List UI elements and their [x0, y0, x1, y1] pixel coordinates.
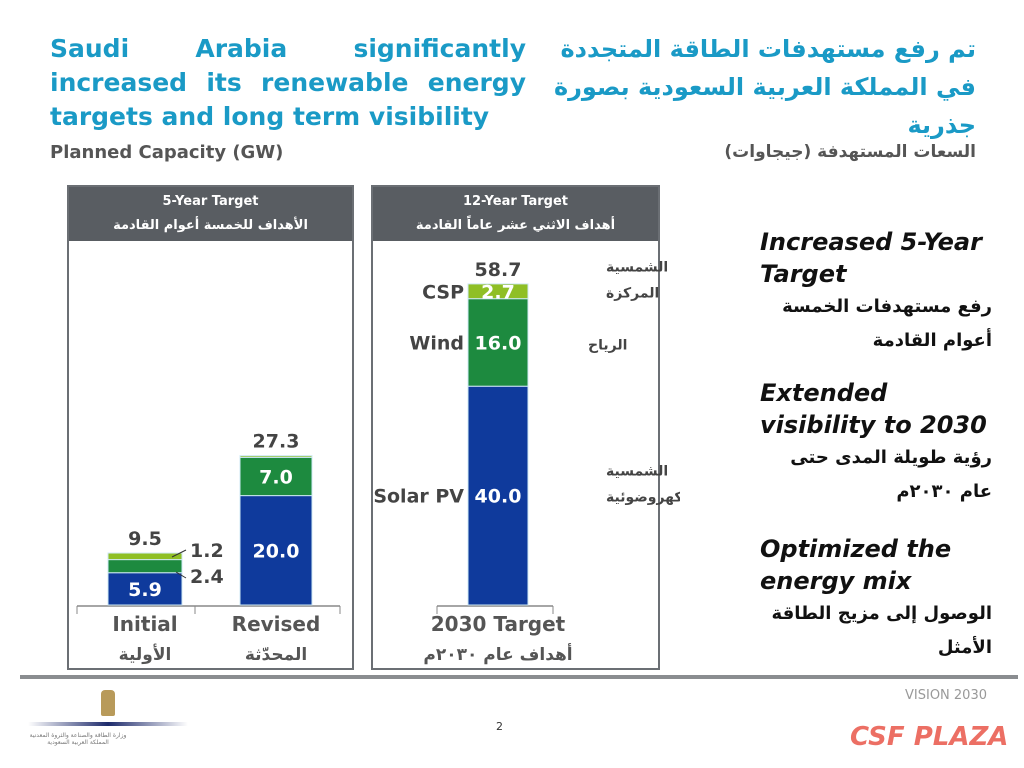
category-label: Revised	[232, 612, 321, 636]
ministry-logo: وزارة الطاقة والصناعة والثروة المعدنية ا…	[28, 690, 188, 746]
twelve-year-panel: 12-Year Target أهداف الاثني عشر عاماً ال…	[371, 185, 660, 670]
five-year-header: 5-Year Target الأهداف للخمسة أعوام القاد…	[69, 187, 352, 241]
subtitle-arabic: السعات المستهدفة (جيجاوات)	[724, 142, 976, 162]
point-3: Optimized the energy mix الوصول إلى مزيج…	[760, 533, 992, 665]
series-name-solar_pv: Solar PV	[373, 486, 464, 508]
bar-segment-solar_pv	[467, 385, 529, 606]
series-name-arabic-csp: الشمسية	[606, 259, 668, 275]
category-label-arabic: الأولية	[119, 644, 172, 665]
point-2: Extended visibility to 2030 رؤية طويلة ا…	[760, 377, 992, 509]
point-3-en: Optimized the energy mix	[760, 535, 952, 595]
watermark: CSF PLAZA	[850, 722, 1009, 752]
segment-label-wind: 16.0	[475, 332, 522, 354]
bar-segment-solar_pv	[239, 495, 313, 606]
segment-label-wind: 7.0	[259, 466, 293, 488]
emblem-icon	[101, 690, 115, 716]
five-year-title: 5-Year Target	[162, 194, 259, 209]
category-label-arabic: المحدّثة	[245, 645, 307, 665]
segment-label-solar_pv: 40.0	[475, 486, 522, 508]
segment-label-csp: 2.7	[481, 281, 515, 303]
ministry-name: وزارة الطاقة والصناعة والثروة المعدنية ا…	[29, 732, 127, 746]
bar-segment-wind	[467, 298, 529, 387]
point-1-en: Increased 5-Year Target	[760, 228, 982, 288]
capacity-chart: 5.9 9.5 Initial الأولية 20.0 7.0 27.3 Revised ال…	[76, 259, 680, 665]
total-label: 27.3	[253, 431, 300, 453]
point-2-en: Extended visibility to 2030	[760, 379, 987, 439]
slide-title-arabic: تم رفع مستهدفات الطاقة المتجددة في الممل…	[553, 35, 976, 139]
twelve-year-header: 12-Year Target أهداف الاثني عشر عاماً ال…	[373, 187, 658, 241]
total-label: 9.5	[128, 528, 162, 550]
category-label: 2030 Target	[431, 612, 566, 636]
callout-line	[175, 571, 187, 579]
series-name-arabic-solar_pv: الشمسية	[606, 464, 668, 480]
bar-segment-wind	[239, 456, 313, 497]
page-number: 2	[496, 720, 503, 733]
bar-segment-csp	[467, 283, 529, 300]
five-year-panel: 5-Year Target الأهداف للخمسة أعوام القاد…	[67, 185, 354, 670]
category-label-arabic: أهداف عام ٢٠٣٠م	[423, 643, 572, 665]
subtitle: Planned Capacity (GW)	[50, 142, 284, 163]
point-1-ar: رفع مستهدفات الخمسة أعوام القادمة	[782, 296, 992, 351]
footer-divider	[20, 675, 1018, 679]
callout-line	[171, 549, 187, 558]
series-name-arabic-solar_pv: الكهروضوئية	[606, 490, 680, 506]
callout-label-wind: 2.4	[190, 566, 224, 588]
series-name-arabic-csp: المركزة	[606, 285, 659, 301]
series-name-csp: CSP	[422, 281, 464, 303]
category-label: Initial	[112, 612, 177, 636]
five-year-title-arabic: الأهداف للخمسة أعوام القادمة	[113, 218, 308, 233]
point-3-ar: الوصول إلى مزيج الطاقة الأمثل	[771, 603, 992, 658]
segment-label-solar_pv: 20.0	[253, 540, 300, 562]
twelve-year-title: 12-Year Target	[462, 194, 569, 209]
series-name-wind: Wind	[409, 332, 464, 354]
point-1: Increased 5-Year Target رفع مستهدفات الخ…	[760, 226, 992, 358]
bar-segment-csp	[239, 455, 313, 458]
slide-title: Saudi Arabia significantly increased its…	[50, 34, 526, 131]
total-label: 58.7	[475, 259, 522, 281]
point-2-ar: رؤية طويلة المدى حتى عام ٢٠٣٠م	[790, 447, 992, 502]
series-name-arabic-wind: الرياح	[588, 337, 627, 353]
callout-label-csp: 1.2	[190, 540, 224, 562]
bar-segment-csp	[107, 552, 183, 561]
segment-label-solar_pv: 5.9	[128, 579, 162, 601]
bar-segment-wind	[107, 559, 183, 574]
twelve-year-title-arabic: أهداف الاثني عشر عاماً القادمة	[415, 218, 616, 233]
vision-logo: VISION 2030	[905, 688, 987, 703]
